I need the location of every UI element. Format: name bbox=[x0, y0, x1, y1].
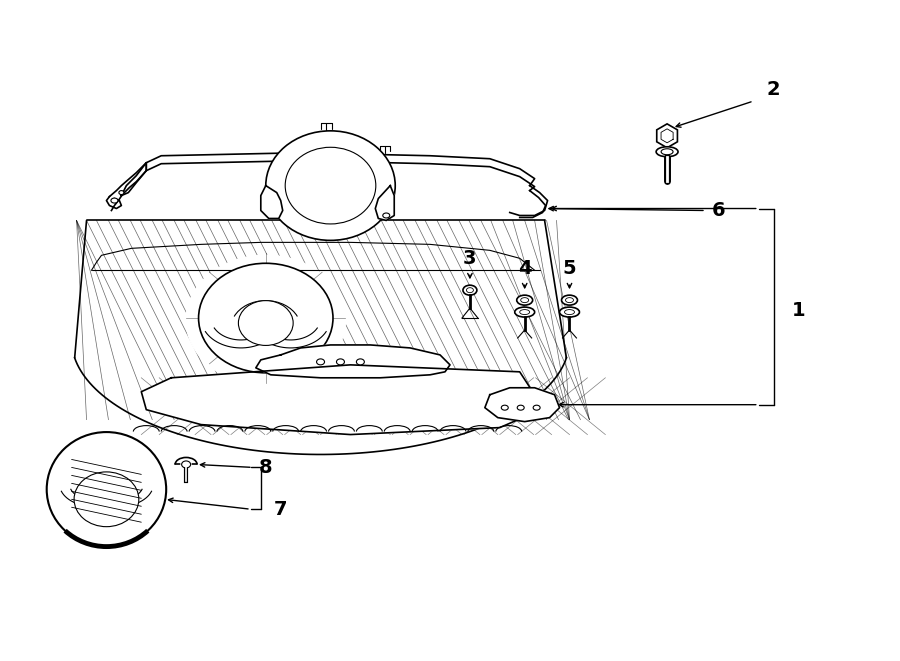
Ellipse shape bbox=[533, 405, 540, 410]
Polygon shape bbox=[375, 186, 394, 221]
Polygon shape bbox=[141, 365, 535, 434]
Ellipse shape bbox=[199, 263, 333, 373]
Ellipse shape bbox=[463, 285, 477, 295]
Ellipse shape bbox=[47, 432, 166, 547]
Ellipse shape bbox=[562, 295, 578, 305]
Ellipse shape bbox=[266, 131, 395, 241]
Polygon shape bbox=[256, 345, 450, 378]
Ellipse shape bbox=[382, 213, 390, 218]
Polygon shape bbox=[122, 163, 147, 196]
Text: 5: 5 bbox=[562, 258, 576, 278]
Text: 3: 3 bbox=[464, 249, 477, 268]
Text: 7: 7 bbox=[274, 500, 287, 519]
Ellipse shape bbox=[501, 405, 508, 410]
Ellipse shape bbox=[521, 297, 528, 303]
Ellipse shape bbox=[74, 472, 139, 527]
Polygon shape bbox=[485, 388, 560, 422]
Ellipse shape bbox=[515, 307, 535, 317]
Ellipse shape bbox=[662, 149, 673, 155]
Ellipse shape bbox=[656, 147, 678, 157]
Text: 6: 6 bbox=[712, 201, 725, 220]
Ellipse shape bbox=[565, 297, 573, 303]
Ellipse shape bbox=[119, 190, 124, 194]
Text: 1: 1 bbox=[792, 301, 806, 319]
Ellipse shape bbox=[186, 255, 346, 385]
Text: 4: 4 bbox=[518, 258, 532, 278]
Ellipse shape bbox=[356, 359, 365, 365]
Ellipse shape bbox=[111, 198, 118, 203]
Ellipse shape bbox=[238, 301, 293, 346]
Ellipse shape bbox=[560, 307, 580, 317]
Ellipse shape bbox=[466, 288, 473, 293]
Ellipse shape bbox=[285, 147, 376, 224]
Polygon shape bbox=[657, 124, 678, 148]
Ellipse shape bbox=[518, 405, 524, 410]
Ellipse shape bbox=[337, 359, 345, 365]
Ellipse shape bbox=[182, 461, 191, 468]
Ellipse shape bbox=[564, 309, 574, 315]
Ellipse shape bbox=[519, 309, 530, 315]
Ellipse shape bbox=[317, 359, 325, 365]
Text: 2: 2 bbox=[767, 79, 780, 98]
Text: 8: 8 bbox=[259, 458, 273, 477]
Polygon shape bbox=[261, 186, 283, 219]
Ellipse shape bbox=[517, 295, 533, 305]
